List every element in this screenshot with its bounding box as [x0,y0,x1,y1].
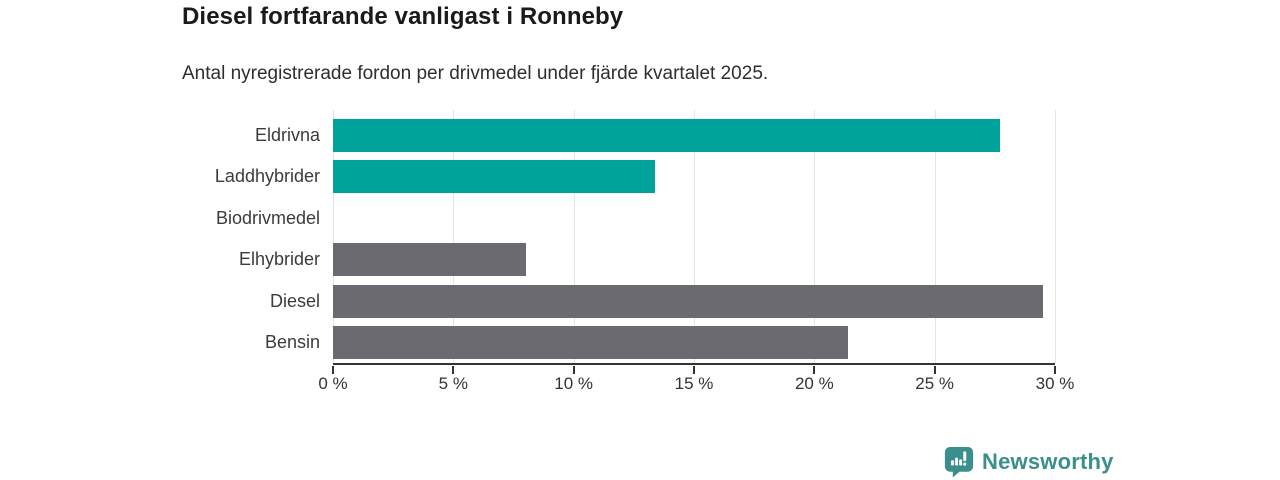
bar-eldrivna [333,118,1000,152]
x-tick-label: 5 % [438,374,468,393]
x-tick-label: 30 % [1035,374,1075,393]
x-tick-mark [572,366,575,374]
gridline [1055,110,1056,363]
gridline [573,110,575,363]
gridline [934,110,936,363]
x-tick-mark [693,366,695,374]
x-tick-mark [933,366,936,374]
gridline [333,110,334,363]
category-label-bensin: Bensin [264,332,320,352]
gridline [814,110,816,363]
x-tick-label: 10 % [554,374,594,393]
newsworthy-wordmark: Newsworthy [982,449,1114,474]
plot-area [333,110,1056,365]
category-label-eldrivna: Eldrivna [254,124,320,145]
x-tick-label: 20 % [794,374,834,393]
x-tick-label: 25 % [915,374,955,393]
bar-bensin [333,326,849,359]
chart-title: Diesel fortfarande vanligast i Ronneby [182,3,624,30]
x-tick-mark [452,366,455,374]
category-label-biodrivmedel: Biodrivmedel [215,207,320,228]
category-label-elhybrider: Elhybrider [238,249,320,269]
newsworthy-logo[interactable]: Newsworthy [944,446,1114,478]
gridline [694,110,695,363]
x-tick-mark [1054,366,1056,374]
newsworthy-icon [944,446,974,478]
gridline [453,110,455,363]
bar-diesel [333,284,1043,318]
chart-subtitle: Antal nyregistrerade fordon per drivmede… [182,63,769,84]
category-label-laddhybrider: Laddhybrider [214,166,320,186]
bar-laddhybrider [333,160,656,193]
x-tick-mark [332,366,334,374]
bar-elhybrider [333,243,526,276]
x-tick-label: 15 % [674,374,714,393]
x-tick-mark [813,366,816,374]
x-tick-label: 0 % [318,374,348,393]
category-label-diesel: Diesel [269,290,320,311]
